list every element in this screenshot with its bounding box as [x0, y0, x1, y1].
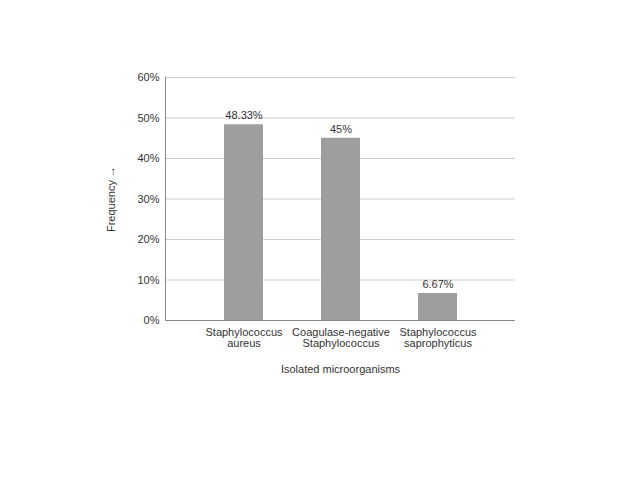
svg-text:Coagulase-negativeStaphylococc: Coagulase-negativeStaphylococcus	[292, 326, 390, 349]
svg-text:50%: 50%	[137, 112, 159, 124]
svg-text:Staphylococcusaureus: Staphylococcusaureus	[205, 326, 283, 349]
svg-text:40%: 40%	[137, 152, 159, 164]
svg-text:45%: 45%	[330, 123, 352, 135]
svg-text:10%: 10%	[137, 274, 159, 286]
svg-text:60%: 60%	[137, 71, 159, 83]
svg-text:20%: 20%	[137, 233, 159, 245]
svg-text:Frequency →: Frequency →	[105, 166, 117, 232]
svg-text:30%: 30%	[137, 193, 159, 205]
svg-text:Staphylococcussaprophyticus: Staphylococcussaprophyticus	[399, 326, 477, 349]
svg-text:0%: 0%	[144, 314, 160, 326]
svg-text:48.33%: 48.33%	[225, 109, 263, 121]
svg-text:Isolated microorganisms: Isolated microorganisms	[281, 363, 401, 375]
svg-text:6.67%: 6.67%	[422, 278, 453, 290]
